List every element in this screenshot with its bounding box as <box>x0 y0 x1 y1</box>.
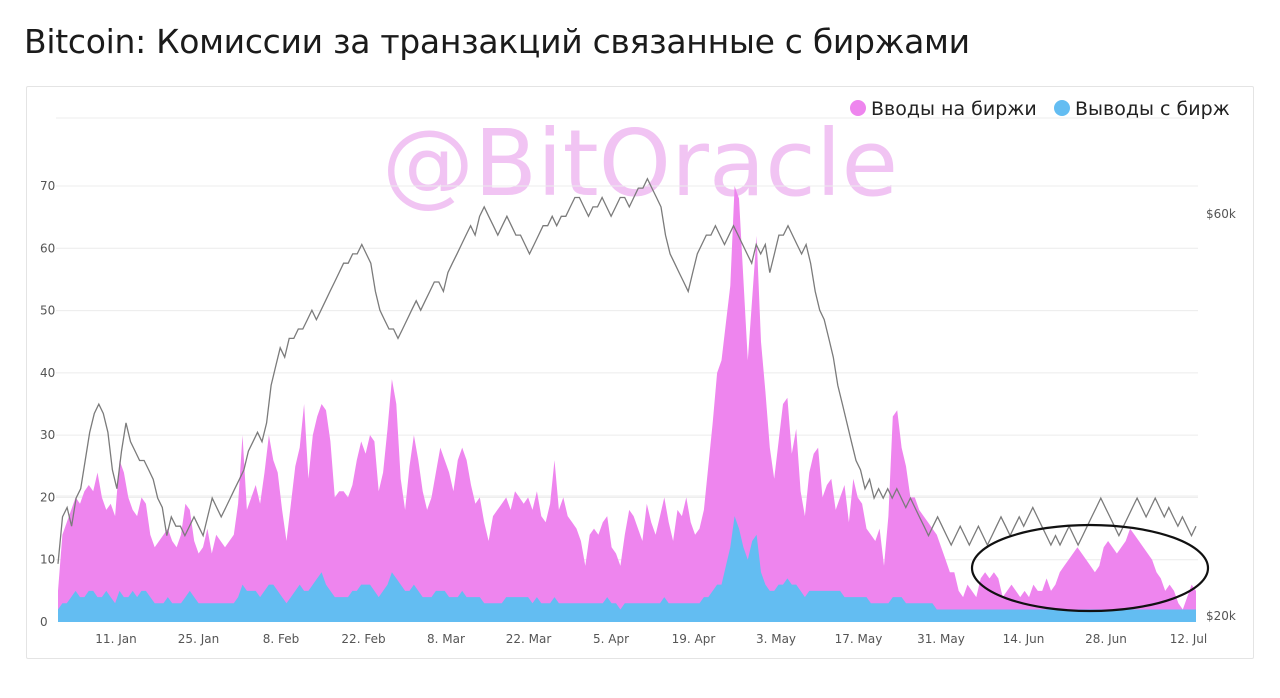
x-tick-label: 3. May <box>756 632 796 646</box>
y-right-axis-ticks: $20k $60k <box>1206 207 1236 623</box>
x-tick-label: 31. May <box>917 632 965 646</box>
y-axis-ticks: 0 10 20 30 40 50 60 70 <box>40 179 55 629</box>
grid-lines <box>56 117 1198 561</box>
x-tick-label: 8. Mar <box>427 632 465 646</box>
highlight-ellipse-shape <box>970 523 1210 613</box>
price-line-path <box>57 177 1197 564</box>
x-tick-label: 11. Jan <box>95 632 136 646</box>
legend-label-inflows: Вводы на биржи <box>871 98 1037 120</box>
x-tick-label: 12. Jul <box>1170 632 1207 646</box>
legend-label-outflows: Выводы с бирж <box>1075 98 1230 120</box>
x-tick-label: 22. Feb <box>341 632 385 646</box>
y-tick-label: 10 <box>40 553 55 567</box>
y-tick-label: 50 <box>40 304 55 318</box>
y-tick-label: 70 <box>40 179 55 193</box>
inflows-area <box>58 186 1196 622</box>
y-right-tick-label: $20k <box>1206 609 1236 623</box>
x-tick-label: 19. Apr <box>672 632 716 646</box>
chart-title: Bitcoin: Комиссии за транзакций связанны… <box>24 22 970 61</box>
legend[interactable]: Вводы на биржи Выводы с бирж <box>850 98 1230 120</box>
x-tick-label: 5. Apr <box>593 632 629 646</box>
y-tick-label: 30 <box>40 428 55 442</box>
price-line <box>57 177 1197 564</box>
x-axis-ticks: 11. Jan 25. Jan 8. Feb 22. Feb 8. Mar 22. Mar… <box>95 632 1207 646</box>
x-tick-label: 14. Jun <box>1003 632 1045 646</box>
x-tick-label: 17. May <box>835 632 883 646</box>
area-series <box>58 186 1196 622</box>
x-tick-label: 28. Jun <box>1085 632 1127 646</box>
watermark-text: @BitOracle <box>382 110 898 217</box>
y-tick-label: 60 <box>40 241 55 255</box>
highlight-ellipse <box>970 523 1210 613</box>
legend-marker-inflows <box>850 100 866 116</box>
y-tick-label: 0 <box>40 615 48 629</box>
x-tick-label: 22. Mar <box>506 632 552 646</box>
y-tick-label: 40 <box>40 366 55 380</box>
x-tick-label: 25. Jan <box>178 632 219 646</box>
y-right-tick-label: $60k <box>1206 207 1236 221</box>
legend-marker-outflows <box>1054 100 1070 116</box>
y-tick-label: 20 <box>40 490 55 504</box>
x-tick-label: 8. Feb <box>263 632 300 646</box>
